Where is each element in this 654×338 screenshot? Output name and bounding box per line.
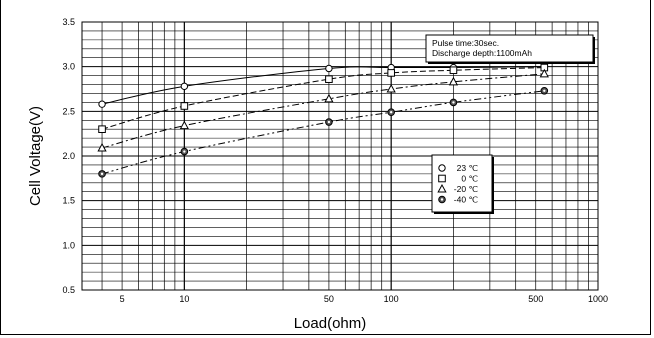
y-tick-label: 1.5 (62, 196, 75, 206)
legend-entry: -20 ℃ (454, 184, 479, 194)
y-tick-label: 2.0 (62, 151, 75, 161)
data-point (325, 118, 333, 126)
x-tick-label: 10 (179, 294, 189, 304)
legend: 23 ℃0 ℃-20 ℃-40 ℃ (431, 154, 494, 214)
data-point (325, 64, 333, 73)
data-point (180, 147, 189, 156)
data-point (180, 82, 189, 91)
data-point (449, 98, 458, 107)
series (97, 62, 549, 178)
y-tick-label: 2.5 (62, 106, 75, 116)
x-tick-label: 50 (324, 294, 334, 304)
y-axis-label: Cell Voltage(V) (27, 106, 44, 206)
x-tick-label: 500 (528, 294, 543, 304)
data-point (98, 170, 106, 178)
legend-entry: -40 ℃ (454, 195, 479, 205)
legend-marker (438, 164, 446, 172)
data-point (179, 120, 189, 130)
data-point (387, 108, 395, 117)
data-point (448, 76, 459, 86)
x-tick-label: 1000 (588, 294, 608, 304)
data-point (540, 86, 549, 95)
x-tick-label: 5 (120, 294, 125, 304)
series-4 (98, 86, 549, 178)
legend-entry: 23 ℃ (457, 163, 479, 173)
series-3 (97, 68, 549, 152)
annotation-line: Pulse time:30sec. (432, 38, 499, 48)
y-tick-label: 3.0 (62, 62, 75, 72)
data-point (325, 75, 333, 83)
data-point (97, 142, 107, 152)
legend-marker (438, 174, 446, 183)
legend-marker (437, 183, 447, 193)
legend-entry: 0 ℃ (461, 174, 478, 184)
series-line (101, 67, 545, 130)
annotation-line: Discharge depth:1100mAh (432, 48, 532, 58)
data-point (180, 102, 189, 110)
y-tick-label: 1.0 (62, 240, 75, 250)
data-point (449, 66, 458, 75)
legend-marker (438, 195, 446, 204)
data-point (386, 83, 396, 93)
data-point (539, 68, 549, 78)
annotation-box: Pulse time:30sec.Discharge depth:1100mAh (425, 34, 595, 64)
data-point (387, 69, 395, 77)
y-tick-label: 0.5 (62, 285, 75, 295)
data-point (98, 100, 106, 108)
series-line (101, 66, 545, 105)
y-tick-label: 3.5 (62, 17, 75, 27)
x-tick-label: 100 (384, 294, 399, 304)
data-point (98, 125, 106, 134)
data-point (324, 93, 334, 103)
x-axis-label: Load(ohm) (294, 315, 367, 332)
tick-labels: 0.5 1.0 1.5 2.0 2.5 3.0 3.5 5 10 50 100 500 1000 (62, 17, 608, 304)
annotation-frame (425, 34, 594, 63)
